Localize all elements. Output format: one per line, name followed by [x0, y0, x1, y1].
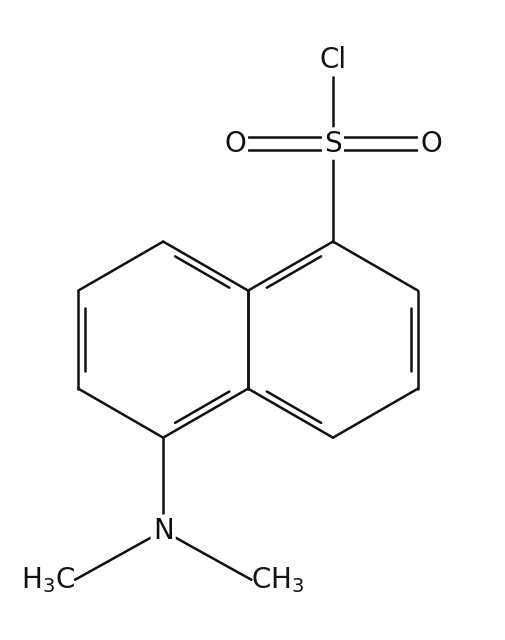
Text: N: N	[153, 516, 173, 545]
Text: Cl: Cl	[319, 46, 346, 74]
Text: O: O	[224, 129, 245, 157]
Text: S: S	[324, 129, 341, 157]
Text: $\mathregular{CH_3}$: $\mathregular{CH_3}$	[251, 565, 304, 595]
Text: $\mathregular{H_3C}$: $\mathregular{H_3C}$	[21, 565, 75, 595]
Text: O: O	[419, 129, 441, 157]
